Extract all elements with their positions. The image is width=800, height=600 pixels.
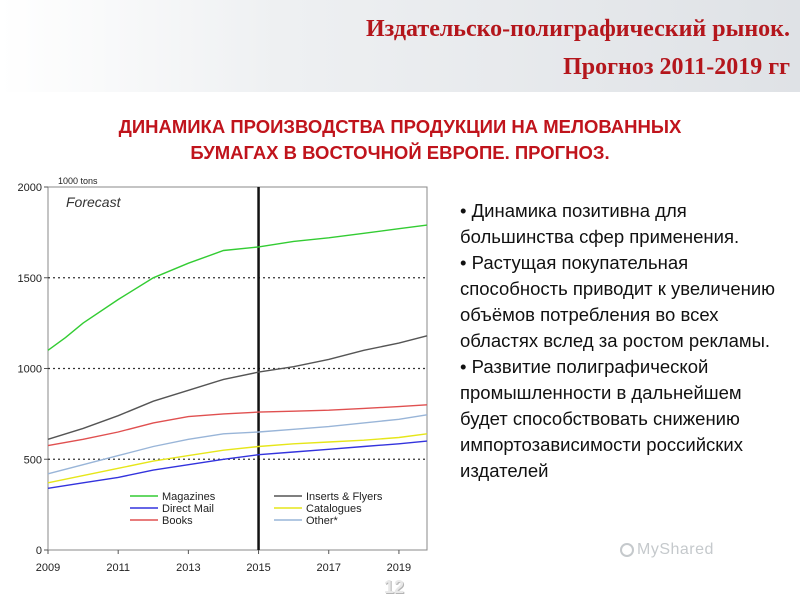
legend-item: Books [130, 515, 193, 527]
coated-paper-production-chart: 0 500 1000 1500 2000 2009 2011 2013 2015 2017 2019… [18, 176, 428, 574]
key-point: • Развитие полиграфической промышленност… [460, 356, 743, 481]
legend-label: Catalogues [306, 503, 362, 515]
series-line-magazines [47, 224, 428, 351]
y-tick-label: 2000 [18, 182, 42, 194]
series-lines [47, 224, 428, 489]
slide-title-forecast-period: Прогноз 2011-2019 гг [563, 54, 790, 80]
series-line-catalogues [47, 433, 428, 484]
forecast-annotation: Forecast [66, 194, 122, 210]
key-point: • Динамика позитивна для большинства сфе… [460, 200, 740, 247]
legend-item: Other* [274, 515, 339, 527]
legend-item: Direct Mail [130, 503, 214, 515]
legend-label: Other* [306, 515, 339, 527]
chart-heading-line-1: ДИНАМИКА ПРОИЗВОДСТВА ПРОДУКЦИИ НА МЕЛОВ… [118, 116, 682, 137]
legend-item: Magazines [130, 491, 216, 503]
x-tick-label: 2017 [316, 562, 340, 574]
x-tick-label: 2009 [36, 562, 60, 574]
legend-label: Inserts & Flyers [306, 491, 383, 503]
x-tick-label: 2015 [246, 562, 270, 574]
x-tick-label: 2019 [387, 562, 411, 574]
series-line-inserts-flyers [47, 335, 428, 440]
header-band [0, 0, 800, 92]
watermark-text: MyShared [637, 541, 714, 558]
key-point: • Растущая покупательная способность при… [460, 252, 776, 351]
series-line-direct-mail [47, 440, 428, 489]
chart-heading: ДИНАМИКА ПРОИЗВОДСТВА ПРОДУКЦИИ НА МЕЛОВ… [40, 114, 760, 166]
series-line-books [47, 404, 428, 447]
axes: 0 500 1000 1500 2000 2009 2011 2013 2015 2017 2019 [18, 182, 412, 574]
watermark-logo-icon [620, 543, 634, 557]
y-tick-label: 0 [36, 545, 42, 557]
y-tick-label: 1000 [18, 364, 42, 376]
y-tick-label: 1500 [18, 273, 42, 285]
x-tick-label: 2011 [106, 562, 130, 574]
page-number: 12 [384, 577, 405, 597]
legend-item: Catalogues [274, 503, 362, 515]
gridlines [48, 277, 427, 460]
chart-heading-line-2: БУМАГАХ В ВОСТОЧНОЙ ЕВРОПЕ. ПРОГНОЗ. [190, 142, 610, 163]
unit-label: 1000 tons [58, 176, 98, 186]
legend-label: Direct Mail [162, 503, 214, 515]
x-tick-label: 2013 [176, 562, 200, 574]
key-points: • Динамика позитивна для большинства сфе… [452, 198, 787, 484]
legend-item: Inserts & Flyers [274, 491, 383, 503]
legend-label: Books [162, 515, 193, 527]
legend-label: Magazines [162, 491, 216, 503]
watermark: MyShared [620, 541, 714, 559]
slide-title: Издательско-полиграфический рынок. [366, 16, 790, 42]
y-tick-label: 500 [24, 454, 42, 466]
series-line-other [47, 414, 428, 475]
